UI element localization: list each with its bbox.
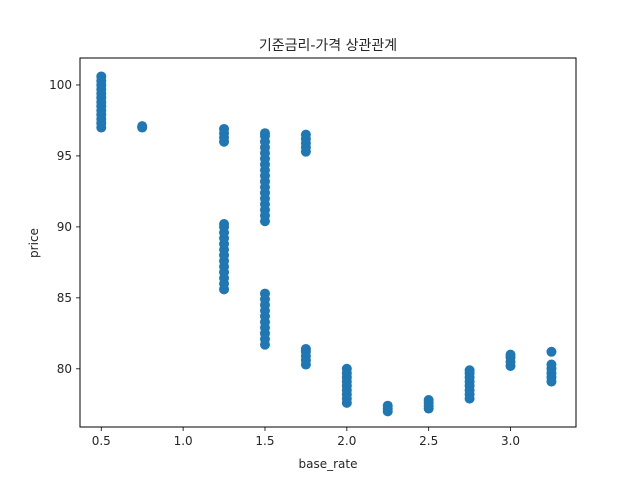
- y-tick-label: 80: [57, 362, 72, 376]
- data-point: [464, 365, 475, 376]
- data-point: [137, 121, 148, 132]
- scatter-points: [96, 71, 557, 417]
- data-point: [546, 346, 557, 357]
- data-point: [300, 343, 311, 354]
- x-tick-label: 0.5: [92, 434, 111, 448]
- chart-title: 기준금리-가격 상관관계: [259, 38, 397, 54]
- y-axis-label: price: [27, 228, 41, 258]
- data-point: [546, 359, 557, 370]
- data-point: [382, 400, 393, 411]
- data-point: [259, 128, 270, 139]
- x-axis-ticks: 0.5 1.0 1.5 2.0 2.5 3.0: [92, 427, 520, 448]
- y-tick-label: 100: [49, 78, 72, 92]
- x-tick-label: 3.0: [501, 434, 520, 448]
- y-tick-label: 85: [57, 291, 72, 305]
- data-point: [341, 363, 352, 374]
- data-point: [423, 395, 434, 406]
- x-tick-label: 1.0: [174, 434, 193, 448]
- data-point: [505, 349, 516, 360]
- data-point: [300, 129, 311, 140]
- data-point: [219, 219, 230, 230]
- y-tick-label: 90: [57, 220, 72, 234]
- y-axis-ticks: 80 85 90 95 100: [49, 78, 80, 376]
- x-tick-label: 2.5: [419, 434, 438, 448]
- plot-frame: [79, 57, 577, 428]
- x-tick-label: 2.0: [337, 434, 356, 448]
- x-tick-label: 1.5: [255, 434, 274, 448]
- data-point: [259, 288, 270, 299]
- data-point: [96, 71, 107, 82]
- x-axis-label: base_rate: [299, 457, 358, 471]
- y-tick-label: 95: [57, 149, 72, 163]
- data-point: [219, 123, 230, 134]
